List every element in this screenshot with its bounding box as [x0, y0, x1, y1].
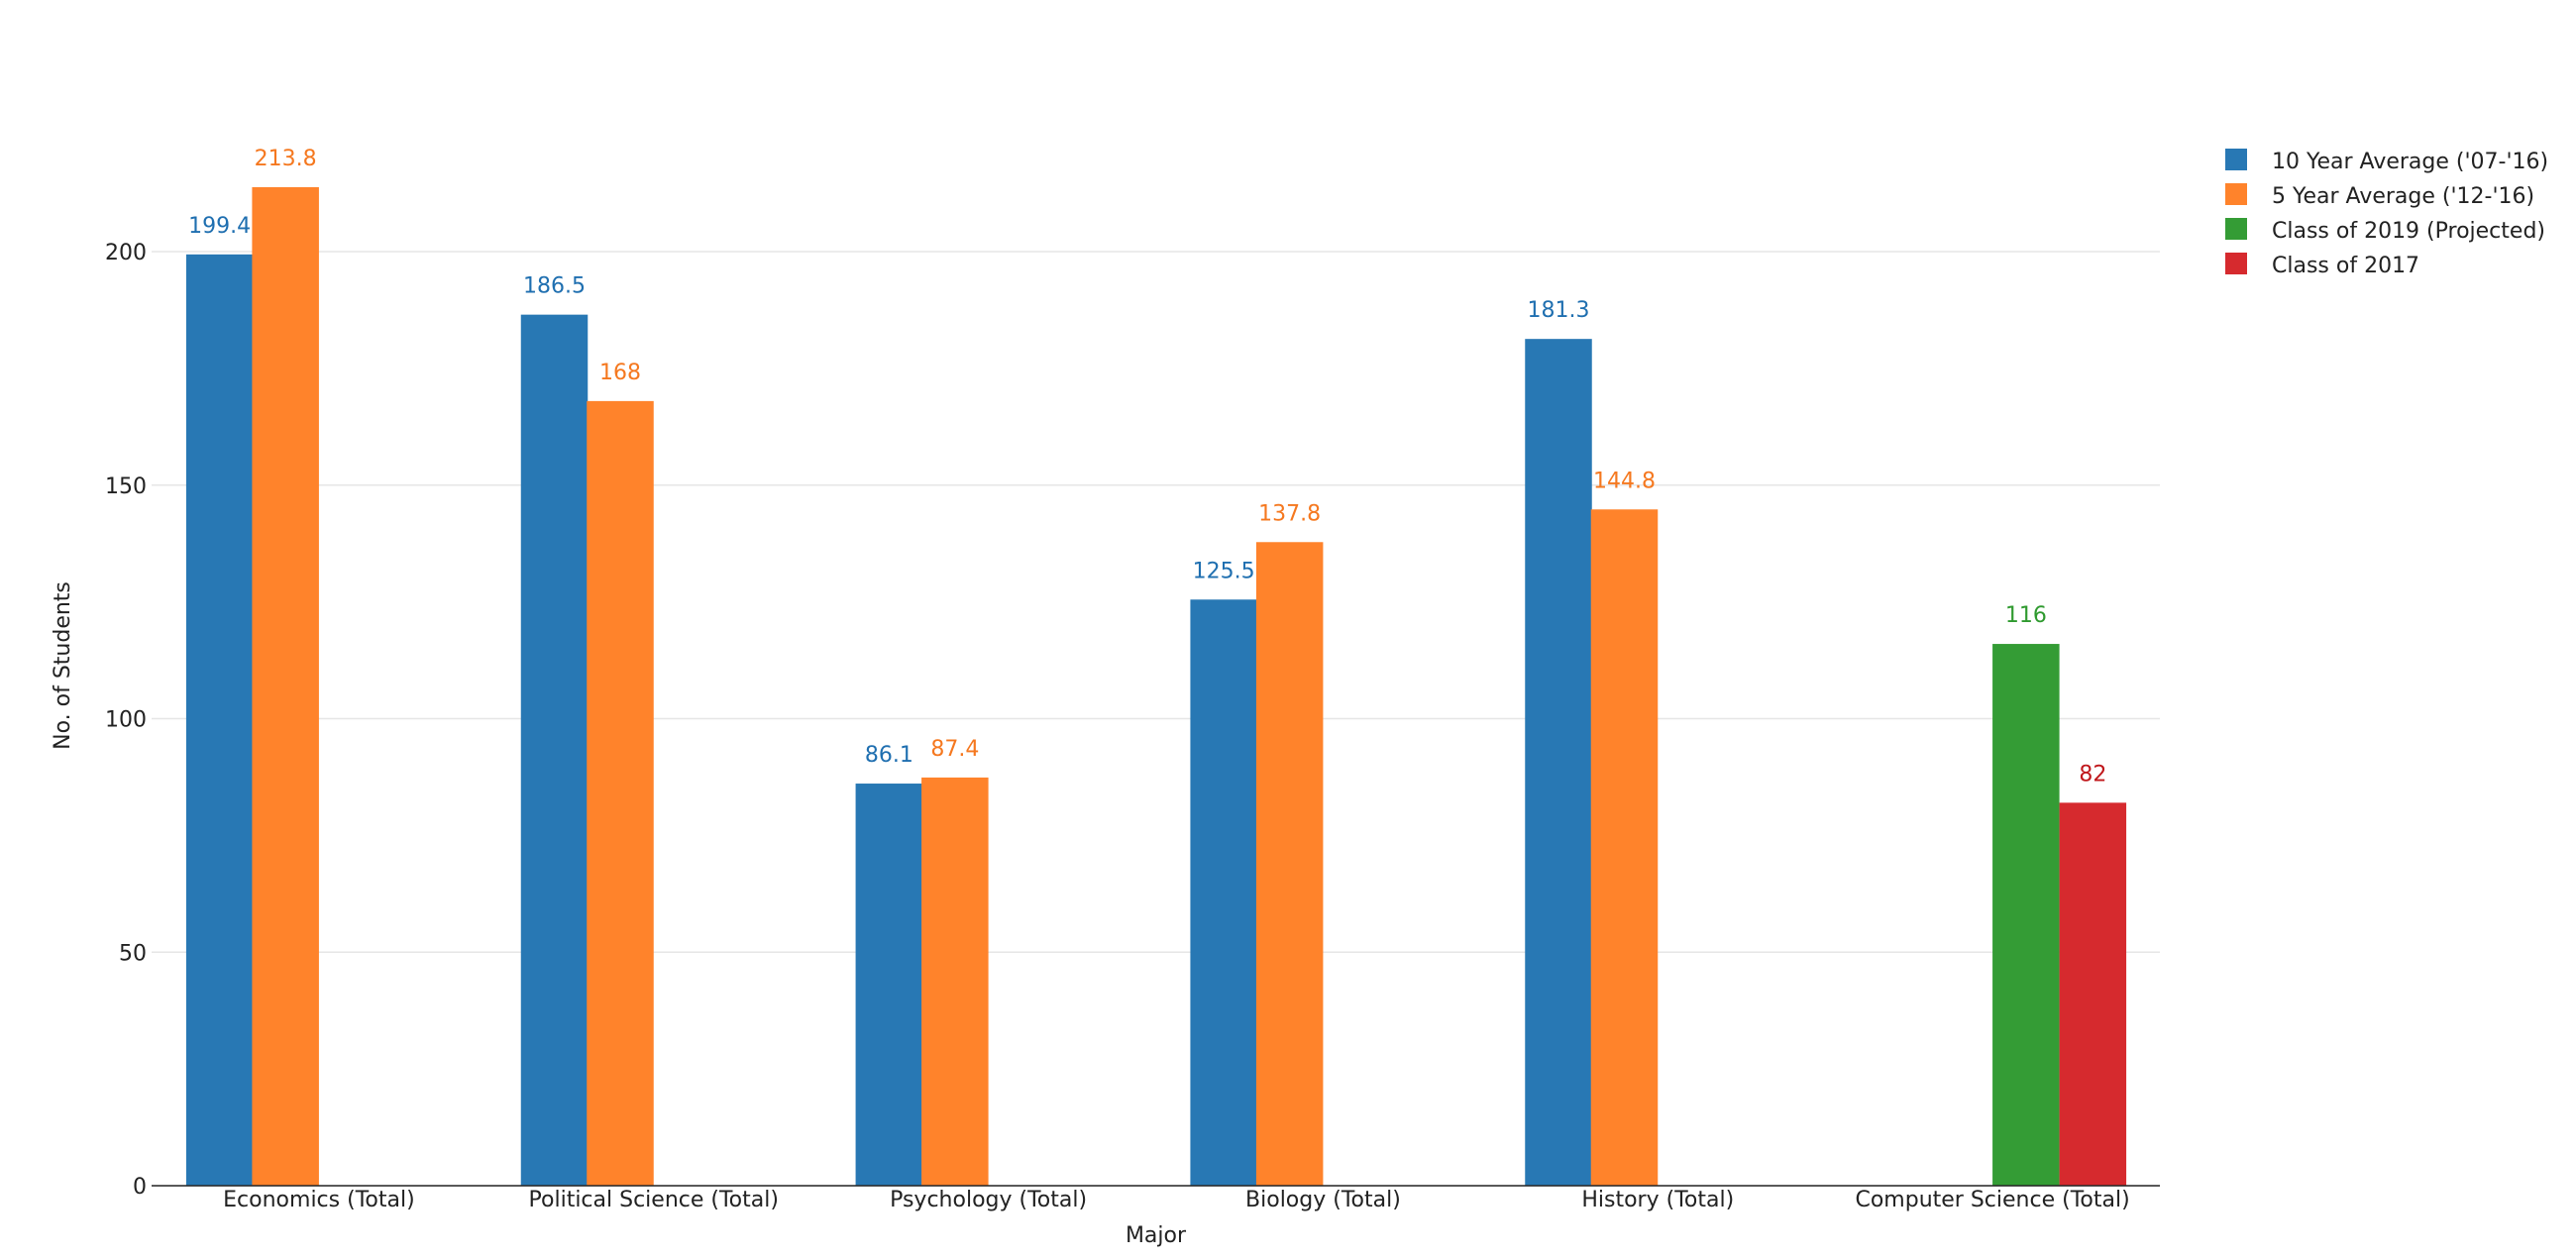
bar-0-0	[185, 254, 254, 1187]
data-label: 186.5	[523, 274, 586, 299]
legend: 10 Year Average ('07-'16) 5 Year Average …	[2225, 149, 2548, 278]
data-label: 82	[2079, 762, 2106, 787]
y-tick-label: 100	[105, 708, 147, 733]
bar-0-2	[855, 784, 923, 1186]
data-label: 125.5	[1193, 559, 1255, 583]
y-tick-label: 200	[105, 241, 147, 265]
legend-swatch	[2225, 183, 2247, 205]
legend-label: Class of 2019 (Projected)	[2272, 219, 2545, 244]
legend-label: 10 Year Average ('07-'16)	[2272, 150, 2548, 174]
bar-1-3	[1255, 542, 1324, 1186]
x-tick-label: Economics (Total)	[223, 1188, 415, 1212]
bar-2-5	[1992, 644, 2060, 1186]
data-label: 87.4	[930, 737, 979, 762]
bar-1-2	[921, 777, 989, 1186]
data-label: 168	[599, 361, 641, 385]
x-tick-label: History (Total)	[1581, 1188, 1734, 1212]
bar-0-3	[1190, 599, 1257, 1186]
bars	[185, 186, 2127, 1187]
bar-1-4	[1590, 509, 1659, 1186]
x-axis-title: Major	[1126, 1223, 1187, 1248]
bar-3-5	[2059, 802, 2127, 1186]
legend-label: 5 Year Average ('12-'16)	[2272, 184, 2534, 209]
y-axis-title: No. of Students	[51, 581, 75, 750]
data-label: 213.8	[255, 147, 317, 171]
y-tick-label: 150	[105, 474, 147, 499]
legend-swatch	[2225, 149, 2247, 170]
legend-swatch	[2225, 253, 2247, 274]
axes: 0 50 100 150 200 Economics (Total) Political S…	[105, 241, 2160, 1212]
x-tick-label: Political Science (Total)	[529, 1188, 779, 1212]
data-label: 199.4	[188, 214, 251, 239]
bar-0-4	[1525, 339, 1592, 1186]
x-tick-label: Biology (Total)	[1245, 1188, 1401, 1212]
bar-0-1	[520, 314, 589, 1187]
data-label: 116	[2005, 603, 2047, 628]
data-label: 137.8	[1258, 501, 1321, 526]
y-tick-label: 0	[133, 1175, 147, 1200]
bar-1-1	[587, 400, 654, 1186]
legend-swatch	[2225, 218, 2247, 240]
legend-label: Class of 2017	[2272, 254, 2419, 278]
y-tick-label: 50	[119, 941, 147, 966]
data-label: 181.3	[1528, 298, 1590, 323]
x-tick-label: Computer Science (Total)	[1855, 1188, 2129, 1212]
data-label: 86.1	[865, 743, 913, 768]
data-label: 144.8	[1593, 469, 1656, 493]
x-tick-label: Psychology (Total)	[890, 1188, 1087, 1212]
gridlines	[152, 251, 2160, 953]
bar-1-0	[252, 186, 319, 1187]
data-labels: 199.4 186.5 86.1 125.5 181.3 213.8 168 87.4 137.…	[188, 147, 2106, 787]
